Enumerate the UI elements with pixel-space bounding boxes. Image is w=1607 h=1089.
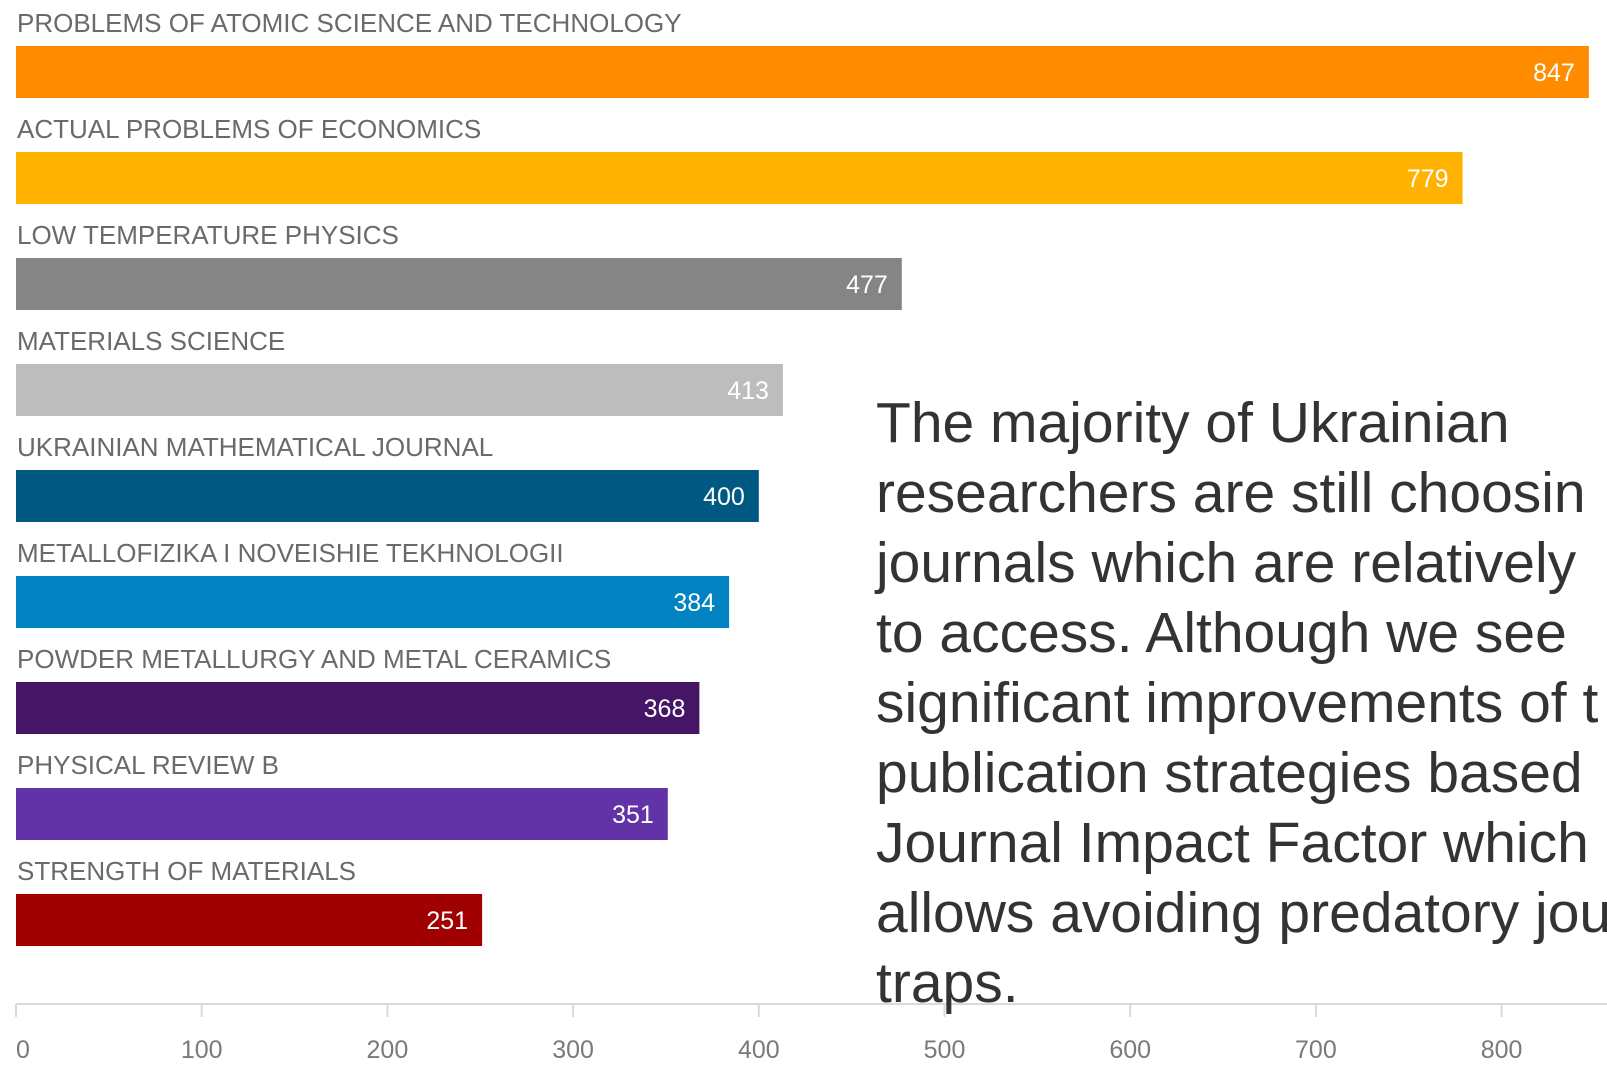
category-label: MATERIALS SCIENCE (17, 326, 285, 356)
data-label: 368 (644, 695, 686, 723)
data-label: 384 (673, 589, 715, 617)
category-label: METALLOFIZIKA I NOVEISHIE TEKHNOLOGII (17, 538, 564, 568)
annotation-line: Journal Impact Factor which (876, 811, 1589, 875)
x-tick-label: 0 (16, 1036, 30, 1064)
annotation-line: journals which are relatively (876, 531, 1577, 595)
x-tick-label: 300 (552, 1036, 594, 1064)
data-label: 847 (1533, 59, 1575, 87)
bar (16, 152, 1463, 204)
annotation-line: traps. (876, 951, 1019, 1015)
bar (16, 682, 700, 734)
bar (16, 576, 730, 628)
annotation-line: to access. Although we see (876, 601, 1567, 665)
data-label: 779 (1407, 165, 1449, 193)
annotation-line: significant improvements of t (876, 671, 1599, 735)
data-label: 251 (426, 907, 468, 935)
data-label: 477 (846, 271, 888, 299)
category-label: UKRAINIAN MATHEMATICAL JOURNAL (17, 432, 493, 462)
annotation-line: The majority of Ukrainian (876, 391, 1510, 455)
bar (16, 894, 483, 946)
bar (16, 788, 668, 840)
category-label: LOW TEMPERATURE PHYSICS (17, 220, 399, 250)
category-label: ACTUAL PROBLEMS OF ECONOMICS (17, 114, 481, 144)
x-tick-label: 200 (367, 1036, 409, 1064)
annotation-line: researchers are still choosin (876, 461, 1586, 525)
bar (16, 46, 1589, 98)
category-label: POWDER METALLURGY AND METAL CERAMICS (17, 644, 611, 674)
category-label: STRENGTH OF MATERIALS (17, 856, 356, 886)
bar (16, 258, 902, 310)
annotation-text: The majority of Ukrainian researchers ar… (876, 388, 1607, 1018)
data-label: 413 (727, 377, 769, 405)
category-label: PHYSICAL REVIEW B (17, 750, 279, 780)
x-tick-label: 600 (1109, 1036, 1151, 1064)
annotation-line: publication strategies based (876, 741, 1583, 805)
x-tick-label: 800 (1481, 1036, 1523, 1064)
x-tick-label: 100 (181, 1036, 223, 1064)
x-axis: 0 100 200 300 400 500 600 700 800 (15, 1003, 1607, 1064)
data-label: 351 (612, 801, 654, 829)
x-tick-label: 500 (924, 1036, 966, 1064)
annotation-line: allows avoiding predatory jou (876, 881, 1607, 945)
bar (16, 364, 783, 416)
bars-layer: PROBLEMS OF ATOMIC SCIENCE AND TECHNOLOG… (16, 8, 1589, 946)
bar (16, 470, 759, 522)
category-label: PROBLEMS OF ATOMIC SCIENCE AND TECHNOLOG… (17, 8, 682, 38)
x-tick-label: 400 (738, 1036, 780, 1064)
data-label: 400 (703, 483, 745, 511)
x-tick-label: 700 (1295, 1036, 1337, 1064)
